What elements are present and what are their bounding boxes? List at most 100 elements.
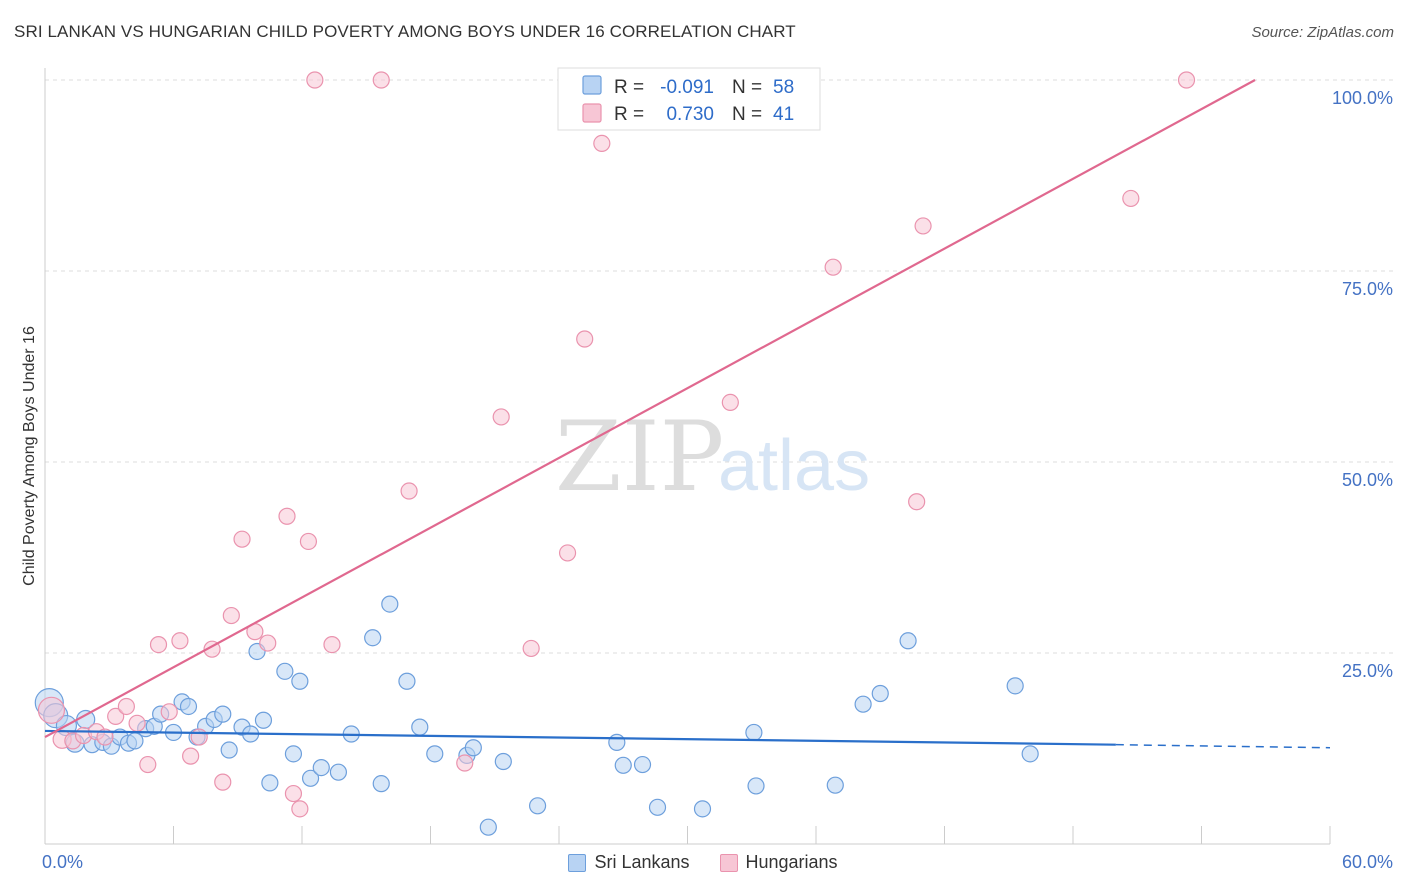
point-sri-lankans <box>1006 677 1024 695</box>
point-hungarians <box>259 634 277 652</box>
point-sri-lankans <box>411 718 429 736</box>
trend-line-sri-lankans <box>44 729 1116 746</box>
y-tick-label: 25.0% <box>1342 661 1393 681</box>
point-hungarians <box>1122 189 1140 208</box>
axes: 25.0% 50.0% 75.0% 100.0% 0.0% 60.0% <box>42 68 1393 872</box>
legend-item-hungarians: Hungarians <box>719 852 838 873</box>
point-sri-lankans <box>381 595 399 613</box>
stats-r-label: R = <box>614 77 644 98</box>
stats-r-label: R = <box>614 104 644 125</box>
y-tick-label: 75.0% <box>1342 279 1393 299</box>
watermark-atlas: atlas <box>718 426 870 506</box>
point-sri-lankans <box>214 705 232 723</box>
stats-r-value: -0.091 <box>660 77 714 98</box>
point-sri-lankans <box>364 629 382 647</box>
point-sri-lankans <box>179 697 198 716</box>
legend-swatch-hungarians <box>719 853 738 872</box>
point-sri-lankans <box>261 774 279 792</box>
point-sri-lankans <box>220 741 238 759</box>
point-hungarians <box>291 800 309 818</box>
point-hungarians <box>139 755 157 774</box>
point-hungarians <box>182 747 200 765</box>
point-hungarians <box>278 507 296 525</box>
stats-swatch-sri-lankans <box>582 75 602 95</box>
legend-label-sri-lankans: Sri Lankans <box>594 852 690 872</box>
point-hungarians <box>914 217 932 235</box>
point-sri-lankans <box>329 763 348 781</box>
point-sri-lankans <box>284 745 303 763</box>
stats-n-label: N = <box>732 77 762 98</box>
stats-swatch-hungarians <box>582 103 602 123</box>
point-hungarians <box>824 258 842 276</box>
watermark-zip: ZIP <box>555 401 724 513</box>
point-sri-lankans <box>312 758 330 777</box>
source-credit: Source: ZipAtlas.com <box>1251 24 1394 41</box>
point-hungarians <box>37 696 66 724</box>
point-sri-lankans <box>747 777 765 795</box>
point-hungarians <box>306 71 324 89</box>
point-sri-lankans <box>633 755 652 774</box>
point-sri-lankans <box>464 739 482 757</box>
point-hungarians <box>117 697 135 716</box>
point-sri-lankans <box>608 733 626 751</box>
point-sri-lankans <box>254 711 273 729</box>
point-sri-lankans <box>648 798 667 816</box>
point-hungarians <box>299 532 318 551</box>
point-sri-lankans <box>398 672 416 690</box>
stats-n-label: N = <box>732 104 762 125</box>
data-points <box>34 71 1196 836</box>
point-sri-lankans <box>854 695 872 713</box>
point-hungarians <box>222 606 240 625</box>
legend: Sri Lankans Hungarians <box>0 852 1406 873</box>
point-sri-lankans <box>693 800 712 818</box>
point-hungarians <box>149 635 168 654</box>
point-hungarians <box>593 134 611 153</box>
point-hungarians <box>456 754 474 772</box>
point-sri-lankans <box>1021 745 1039 763</box>
point-hungarians <box>96 728 114 746</box>
point-hungarians <box>233 530 251 548</box>
point-sri-lankans <box>291 672 309 690</box>
x-tick-label: 0.0% <box>42 852 83 872</box>
stats-n-value: 58 <box>773 77 794 98</box>
point-hungarians <box>214 773 232 791</box>
point-hungarians <box>522 639 540 658</box>
point-hungarians <box>284 784 303 803</box>
stats-n-value: 41 <box>773 104 794 125</box>
point-sri-lankans <box>301 769 320 787</box>
point-hungarians <box>492 408 510 426</box>
point-hungarians <box>128 714 146 732</box>
watermark: ZIP atlas <box>555 401 870 513</box>
point-sri-lankans <box>479 818 497 836</box>
trend-line-hungarians <box>44 79 1256 739</box>
point-hungarians <box>107 707 125 726</box>
grid <box>45 79 1394 654</box>
point-sri-lankans <box>426 745 444 763</box>
point-sri-lankans <box>871 684 889 703</box>
stats-box-frame <box>557 67 821 131</box>
point-sri-lankans <box>494 752 512 771</box>
trend-line-extension-sri-lankans <box>1115 743 1331 749</box>
point-hungarians <box>400 482 418 500</box>
point-hungarians <box>323 635 341 654</box>
legend-swatch-sri-lankans <box>568 853 587 872</box>
x-tick-label: 60.0% <box>1342 852 1393 872</box>
point-hungarians <box>372 71 390 89</box>
point-hungarians <box>576 330 594 348</box>
point-hungarians <box>190 728 208 746</box>
stats-box: R = -0.091 N = 58 R = 0.730 N = 41 <box>557 67 821 131</box>
point-sri-lankans <box>745 723 763 742</box>
y-tick-label: 100.0% <box>1332 88 1393 108</box>
point-hungarians <box>171 632 189 650</box>
point-sri-lankans <box>528 797 547 815</box>
legend-item-sri-lankans: Sri Lankans <box>568 852 690 873</box>
legend-label-hungarians: Hungarians <box>745 852 838 872</box>
stats-r-value: 0.730 <box>666 104 714 125</box>
point-hungarians <box>908 493 926 511</box>
point-hungarians <box>721 393 739 412</box>
point-sri-lankans <box>372 775 390 793</box>
point-hungarians <box>558 544 577 562</box>
point-hungarians <box>1177 71 1196 89</box>
point-sri-lankans <box>826 776 844 794</box>
